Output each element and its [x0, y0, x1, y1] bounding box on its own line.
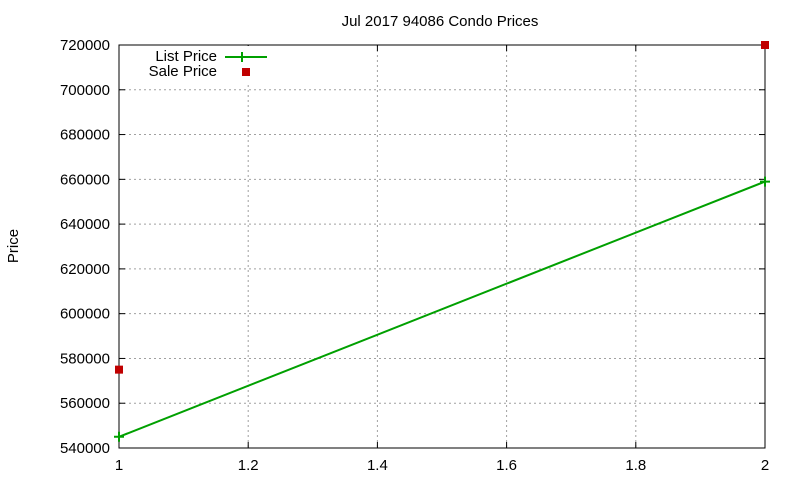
- y-tick-label: 720000: [60, 37, 110, 54]
- y-tick-label: 660000: [60, 171, 110, 188]
- x-tick-label: 1.8: [625, 457, 646, 474]
- sale-price-point: [761, 41, 769, 49]
- y-tick-label: 560000: [60, 395, 110, 412]
- legend-list-price-label: List Price: [155, 48, 217, 65]
- list-price-line: [118, 180, 766, 438]
- plot-border: [118, 44, 766, 449]
- grid-lines: [119, 45, 765, 448]
- y-tick-label: 680000: [60, 127, 110, 144]
- legend-list-price-marker: [237, 52, 247, 62]
- y-axis-label: Price: [5, 229, 22, 263]
- list-price-point: [760, 176, 770, 187]
- x-axis-ticks: 1 1.2 1.4 1.6 1.8 2: [115, 45, 769, 474]
- list-price-point: [114, 431, 124, 442]
- sale-price-point: [115, 365, 123, 374]
- legend: List Price Sale Price: [128, 46, 278, 82]
- legend-sale-price-marker: [242, 68, 250, 76]
- y-tick-label: 640000: [60, 216, 110, 233]
- y-tick-label: 620000: [60, 261, 110, 278]
- x-tick-label: 1.6: [496, 457, 517, 474]
- x-tick-label: 1.4: [367, 457, 388, 474]
- x-tick-label: 1.2: [238, 457, 259, 474]
- y-axis-ticks: 540000 560000 580000 600000 620000 640000 6600…: [60, 37, 765, 457]
- legend-sale-price-label: Sale Price: [149, 63, 217, 80]
- x-tick-label: 2: [761, 457, 769, 474]
- x-tick-label: 1: [115, 457, 123, 474]
- y-tick-label: 540000: [60, 440, 110, 457]
- y-tick-label: 600000: [60, 306, 110, 323]
- y-tick-label: 580000: [60, 350, 110, 367]
- y-tick-label: 700000: [60, 82, 110, 99]
- chart-title: Jul 2017 94086 Condo Prices: [342, 13, 539, 30]
- data-series: [114, 41, 770, 442]
